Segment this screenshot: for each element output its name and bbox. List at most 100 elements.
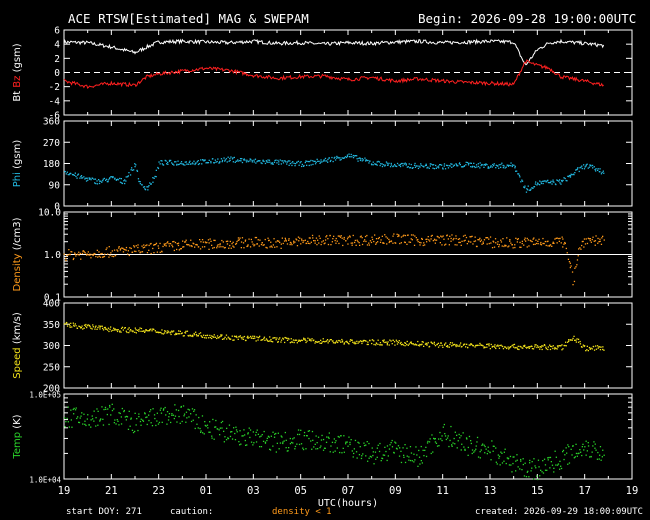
data-point bbox=[400, 461, 403, 464]
data-point bbox=[87, 251, 89, 253]
data-point bbox=[236, 431, 238, 433]
data-point bbox=[404, 461, 407, 464]
data-point bbox=[515, 237, 517, 239]
data-point bbox=[415, 446, 417, 448]
data-point bbox=[319, 237, 321, 239]
data-point bbox=[191, 162, 194, 164]
data-point bbox=[382, 164, 385, 166]
data-point bbox=[408, 163, 410, 165]
data-point bbox=[460, 244, 462, 246]
data-point bbox=[455, 345, 457, 348]
data-point bbox=[515, 460, 517, 462]
data-point bbox=[243, 159, 245, 161]
data-point bbox=[294, 165, 296, 167]
data-point bbox=[287, 160, 289, 162]
data-point bbox=[537, 182, 539, 184]
data-point bbox=[164, 244, 166, 246]
data-point bbox=[434, 438, 436, 440]
data-point bbox=[314, 240, 316, 242]
data-point bbox=[459, 344, 461, 346]
data-point bbox=[571, 339, 573, 341]
data-point bbox=[152, 247, 154, 250]
data-point bbox=[204, 159, 206, 161]
data-point bbox=[425, 446, 427, 448]
data-point bbox=[386, 445, 389, 447]
data-point bbox=[79, 252, 81, 255]
data-point bbox=[356, 155, 358, 157]
data-point bbox=[77, 416, 79, 418]
data-point bbox=[412, 343, 414, 345]
data-point bbox=[394, 163, 396, 166]
data-point bbox=[340, 341, 342, 343]
data-point bbox=[409, 459, 412, 462]
data-point bbox=[551, 183, 553, 185]
data-point bbox=[241, 237, 244, 239]
data-point bbox=[576, 169, 578, 171]
data-point bbox=[141, 251, 144, 253]
data-point bbox=[279, 159, 281, 161]
data-point bbox=[549, 348, 552, 351]
data-point bbox=[260, 243, 263, 246]
data-point bbox=[280, 339, 283, 341]
data-point bbox=[157, 167, 160, 170]
data-point bbox=[374, 163, 376, 165]
data-point bbox=[452, 165, 455, 167]
data-point bbox=[223, 157, 225, 159]
data-point bbox=[438, 167, 440, 169]
data-point bbox=[492, 445, 494, 447]
data-point bbox=[477, 165, 480, 168]
data-point bbox=[510, 162, 512, 164]
data-point bbox=[486, 243, 488, 245]
data-point bbox=[304, 239, 306, 241]
data-point bbox=[549, 456, 552, 459]
data-point bbox=[86, 177, 88, 179]
data-point bbox=[211, 437, 213, 439]
data-point bbox=[75, 175, 77, 178]
data-point bbox=[526, 189, 529, 191]
data-point bbox=[544, 344, 546, 346]
data-point bbox=[193, 243, 195, 245]
data-point bbox=[367, 460, 369, 462]
data-point bbox=[434, 441, 437, 443]
data-point bbox=[476, 436, 479, 439]
data-point bbox=[505, 166, 507, 168]
data-point bbox=[90, 426, 92, 428]
data-point bbox=[354, 239, 356, 242]
data-point bbox=[224, 159, 226, 161]
data-point bbox=[406, 340, 408, 343]
data-point bbox=[566, 180, 568, 182]
data-point bbox=[433, 238, 436, 240]
data-point bbox=[551, 245, 553, 247]
data-point bbox=[147, 189, 149, 191]
data-point bbox=[190, 335, 192, 337]
data-point bbox=[579, 247, 581, 249]
data-point bbox=[133, 169, 135, 171]
data-point bbox=[533, 237, 535, 239]
data-point bbox=[202, 241, 204, 243]
data-point bbox=[390, 340, 392, 342]
data-point bbox=[534, 243, 536, 245]
data-point bbox=[155, 176, 157, 178]
data-point bbox=[318, 242, 320, 244]
data-point bbox=[239, 237, 241, 239]
data-point bbox=[404, 241, 406, 244]
data-point bbox=[176, 333, 178, 335]
data-point bbox=[554, 450, 556, 452]
data-point bbox=[227, 437, 229, 439]
data-point bbox=[361, 158, 364, 160]
data-point bbox=[593, 441, 595, 443]
data-point bbox=[472, 344, 474, 347]
data-point bbox=[322, 340, 325, 343]
data-point bbox=[565, 341, 567, 343]
data-point bbox=[123, 410, 125, 413]
data-point bbox=[384, 165, 386, 167]
data-point bbox=[158, 247, 160, 249]
data-point bbox=[101, 325, 103, 327]
data-point bbox=[119, 248, 122, 250]
data-point bbox=[215, 161, 217, 163]
data-point bbox=[439, 242, 441, 244]
data-point bbox=[449, 165, 451, 167]
data-point bbox=[516, 347, 518, 349]
data-point bbox=[511, 165, 513, 168]
data-point bbox=[265, 160, 267, 162]
